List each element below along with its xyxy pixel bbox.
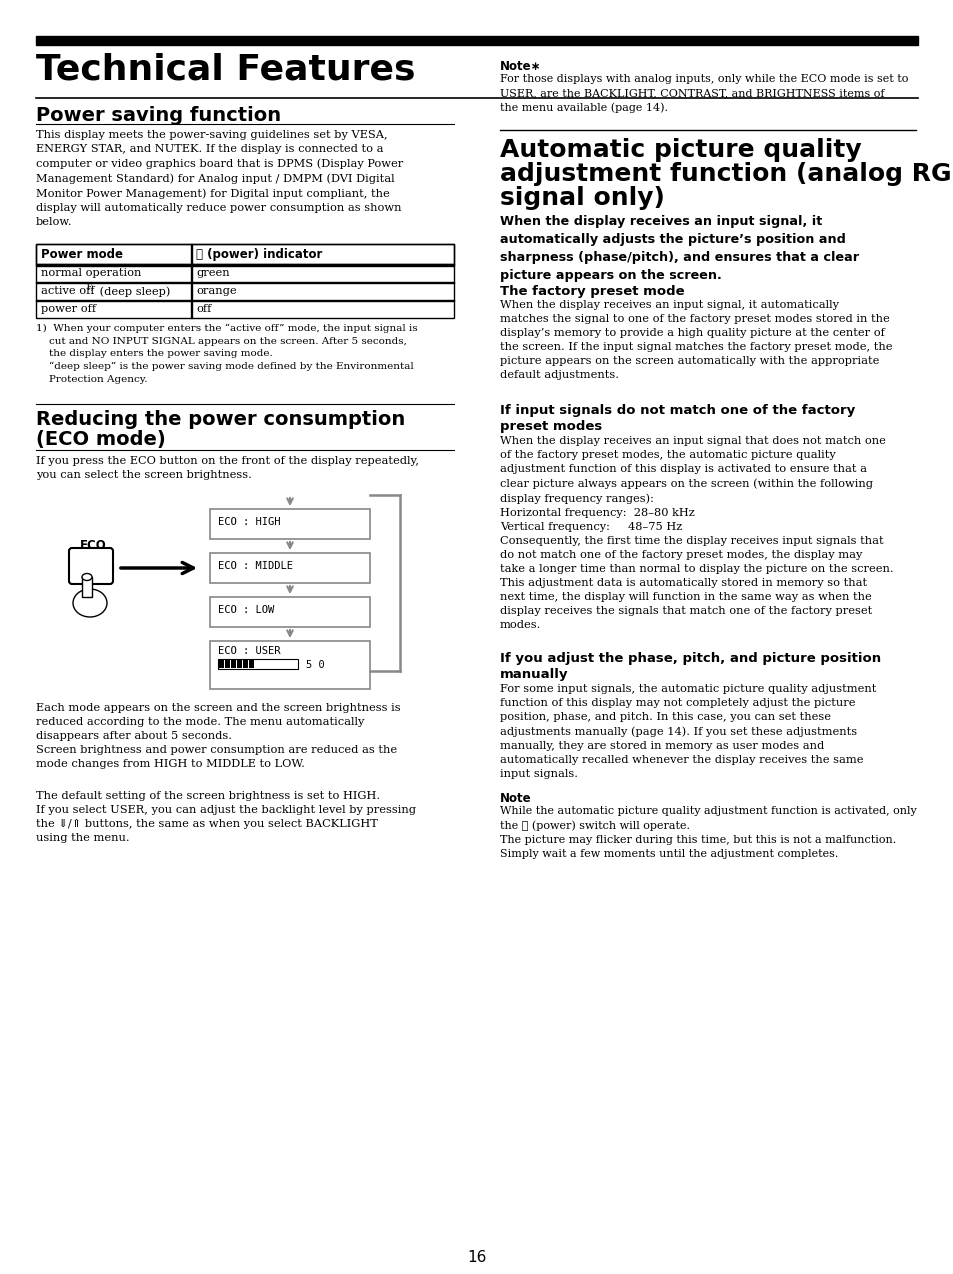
Ellipse shape [73,589,107,617]
Text: When the display receives an input signal, it automatically
matches the signal t: When the display receives an input signa… [499,299,892,380]
Bar [219,660,224,668]
Text: power off: power off [41,304,96,313]
Text: When the display receives an input signal that does not match one
of the factory: When the display receives an input signa… [499,436,893,629]
Text: (ECO mode): (ECO mode) [36,431,166,448]
Text: Note: Note [499,792,531,805]
Text: ECO : MIDDLE: ECO : MIDDLE [218,561,293,571]
Text: While the automatic picture quality adjustment function is activated, only
the ⓨ: While the automatic picture quality adju… [499,806,916,859]
Bar [243,660,248,668]
Bar [236,660,242,668]
Text: Reducing the power consumption: Reducing the power consumption [36,410,405,429]
Text: ECO : USER: ECO : USER [218,646,280,656]
Text: When the display receives an input signal, it
automatically adjusts the picture’: When the display receives an input signa… [499,215,859,282]
Text: green: green [195,268,230,278]
Text: 1)  When your computer enters the “active off” mode, the input signal is
    cut: 1) When your computer enters the “active… [36,324,417,383]
Text: 5 0: 5 0 [306,660,324,670]
FancyBboxPatch shape [69,548,112,583]
Text: ECO : HIGH: ECO : HIGH [218,517,280,527]
Text: Note∗: Note∗ [499,60,541,73]
Text: ⓨ (power) indicator: ⓨ (power) indicator [195,248,322,261]
Text: Each mode appears on the screen and the screen brightness is
reduced according t: Each mode appears on the screen and the … [36,703,400,769]
Text: If you press the ECO button on the front of the display repeatedly,
you can sele: If you press the ECO button on the front… [36,456,418,480]
Text: Automatic picture quality: Automatic picture quality [499,138,861,162]
Bar [36,245,454,318]
Text: If you adjust the phase, pitch, and picture position: If you adjust the phase, pitch, and pict… [499,652,881,665]
Text: adjustment function (analog RGB: adjustment function (analog RGB [499,162,953,186]
Text: ECO : LOW: ECO : LOW [218,605,274,615]
Bar [210,598,370,627]
Text: (deep sleep): (deep sleep) [96,285,171,297]
Text: The factory preset mode: The factory preset mode [499,285,684,298]
Bar [36,36,917,45]
Text: active off: active off [41,285,98,296]
Bar [36,245,454,264]
Text: orange: orange [195,285,236,296]
Text: 16: 16 [467,1250,486,1265]
Bar [210,553,370,583]
Text: preset modes: preset modes [499,420,601,433]
Bar [210,641,370,689]
Text: This display meets the power-saving guidelines set by VESA,
ENERGY STAR, and NUT: This display meets the power-saving guid… [36,130,403,227]
Text: 1): 1) [86,284,94,292]
Text: signal only): signal only) [499,186,664,210]
Text: off: off [195,304,212,313]
Text: Technical Features: Technical Features [36,52,416,87]
Bar [231,660,235,668]
Text: Power mode: Power mode [41,248,123,261]
Bar [210,510,370,539]
Text: For those displays with analog inputs, only while the ECO mode is set to
USER, a: For those displays with analog inputs, o… [499,74,907,113]
Text: The default setting of the screen brightness is set to HIGH.
If you select USER,: The default setting of the screen bright… [36,791,416,843]
Bar [249,660,253,668]
Text: If input signals do not match one of the factory: If input signals do not match one of the… [499,404,854,417]
Text: normal operation: normal operation [41,268,141,278]
Text: ECO: ECO [80,539,107,552]
Bar [225,660,230,668]
Bar [82,577,91,598]
Bar [218,659,297,669]
Text: For some input signals, the automatic picture quality adjustment
function of thi: For some input signals, the automatic pi… [499,684,876,778]
Ellipse shape [82,573,91,581]
Text: Power saving function: Power saving function [36,106,281,125]
Text: manually: manually [499,668,568,682]
Bar [36,264,454,265]
